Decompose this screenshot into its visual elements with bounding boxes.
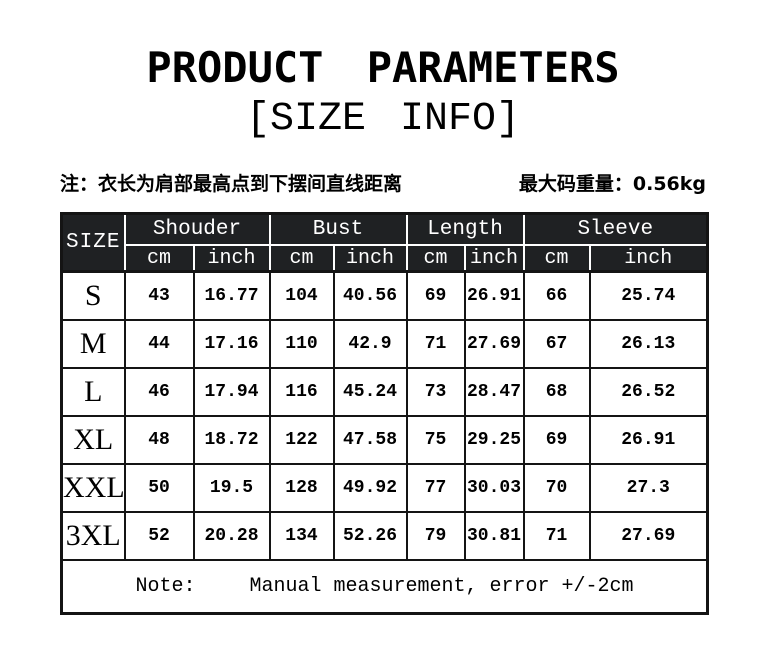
group-header-shoulder: Shouder <box>123 212 271 246</box>
footer-note-text: Manual measurement, error +/-2cm <box>249 575 634 599</box>
size-cell: S <box>60 270 126 321</box>
footer-note-label: Note: <box>135 575 196 599</box>
value-cell: 50 <box>123 462 195 513</box>
unit-header-sleeve-cm: cm <box>522 243 591 274</box>
max-weight-note: 最大码重量：0.56kg <box>518 173 706 196</box>
value-cell: 25.74 <box>588 270 709 321</box>
group-header-sleeve: Sleeve <box>522 212 709 246</box>
value-cell: 16.77 <box>192 270 271 321</box>
unit-header-sleeve-inch: inch <box>588 243 709 274</box>
table-header: SIZE Shouder Bust Length Sleeve cm inch … <box>60 212 709 274</box>
value-cell: 134 <box>268 510 335 561</box>
page-subtitle: [SIZE INFO] <box>245 97 521 143</box>
value-cell: 20.28 <box>192 510 271 561</box>
size-cell: XXL <box>60 462 126 513</box>
value-cell: 26.52 <box>588 366 709 417</box>
content-container: PRODUCT PARAMETERS [SIZE INFO] 注：衣长为肩部最高… <box>60 0 710 616</box>
table-row: XL 48 18.72 122 47.58 75 29.25 69 26.91 <box>60 414 709 465</box>
size-cell: 3XL <box>60 510 126 561</box>
group-header-bust: Bust <box>268 212 408 246</box>
unit-header-shoulder-cm: cm <box>123 243 195 274</box>
value-cell: 28.47 <box>463 366 525 417</box>
value-cell: 27.69 <box>588 510 709 561</box>
value-cell: 30.81 <box>463 510 525 561</box>
value-cell: 73 <box>405 366 466 417</box>
value-cell: 27.3 <box>588 462 709 513</box>
value-cell: 79 <box>405 510 466 561</box>
table-body: S 43 16.77 104 40.56 69 26.91 66 25.74 M… <box>60 270 709 561</box>
value-cell: 17.94 <box>192 366 271 417</box>
size-cell: XL <box>60 414 126 465</box>
footer-note-cell: Note: Manual measurement, error +/-2cm <box>60 558 709 615</box>
unit-header-shoulder-inch: inch <box>192 243 271 274</box>
size-table: SIZE Shouder Bust Length Sleeve cm inch … <box>60 212 710 616</box>
group-header-length: Length <box>405 212 525 246</box>
page-title: PRODUCT PARAMETERS <box>146 43 620 92</box>
value-cell: 46 <box>123 366 195 417</box>
value-cell: 45.24 <box>332 366 408 417</box>
value-cell: 26.13 <box>588 318 709 369</box>
value-cell: 48 <box>123 414 195 465</box>
meta-row: 注：衣长为肩部最高点到下摆间直线距离 最大码重量：0.56kg <box>60 169 706 196</box>
value-cell: 26.91 <box>463 270 525 321</box>
value-cell: 122 <box>268 414 335 465</box>
value-cell: 27.69 <box>463 318 525 369</box>
value-cell: 49.92 <box>332 462 408 513</box>
table-row: XXL 50 19.5 128 49.92 77 30.03 70 27.3 <box>60 462 709 513</box>
value-cell: 29.25 <box>463 414 525 465</box>
value-cell: 42.9 <box>332 318 408 369</box>
value-cell: 18.72 <box>192 414 271 465</box>
value-cell: 69 <box>522 414 591 465</box>
value-cell: 70 <box>522 462 591 513</box>
value-cell: 30.03 <box>463 462 525 513</box>
unit-header-length-inch: inch <box>463 243 525 274</box>
table-row: M 44 17.16 110 42.9 71 27.69 67 26.13 <box>60 318 709 369</box>
value-cell: 116 <box>268 366 335 417</box>
size-cell: M <box>60 318 126 369</box>
value-cell: 40.56 <box>332 270 408 321</box>
value-cell: 69 <box>405 270 466 321</box>
table-row: L 46 17.94 116 45.24 73 28.47 68 26.52 <box>60 366 709 417</box>
value-cell: 71 <box>522 510 591 561</box>
value-cell: 71 <box>405 318 466 369</box>
value-cell: 47.58 <box>332 414 408 465</box>
value-cell: 75 <box>405 414 466 465</box>
measurement-note: 注：衣长为肩部最高点到下摆间直线距离 <box>60 173 403 196</box>
value-cell: 19.5 <box>192 462 271 513</box>
table-row: 3XL 52 20.28 134 52.26 79 30.81 71 27.69 <box>60 510 709 561</box>
value-cell: 104 <box>268 270 335 321</box>
unit-header-bust-cm: cm <box>268 243 335 274</box>
table-row: S 43 16.77 104 40.56 69 26.91 66 25.74 <box>60 270 709 321</box>
value-cell: 43 <box>123 270 195 321</box>
footer-note-row: Note: Manual measurement, error +/-2cm <box>60 558 709 615</box>
value-cell: 44 <box>123 318 195 369</box>
table-footer: Note: Manual measurement, error +/-2cm <box>60 558 709 615</box>
value-cell: 52.26 <box>332 510 408 561</box>
size-column-header: SIZE <box>60 212 126 274</box>
unit-header-length-cm: cm <box>405 243 466 274</box>
value-cell: 67 <box>522 318 591 369</box>
value-cell: 128 <box>268 462 335 513</box>
unit-header-bust-inch: inch <box>332 243 408 274</box>
value-cell: 110 <box>268 318 335 369</box>
value-cell: 77 <box>405 462 466 513</box>
value-cell: 68 <box>522 366 591 417</box>
value-cell: 66 <box>522 270 591 321</box>
size-cell: L <box>60 366 126 417</box>
value-cell: 52 <box>123 510 195 561</box>
value-cell: 26.91 <box>588 414 709 465</box>
value-cell: 17.16 <box>192 318 271 369</box>
